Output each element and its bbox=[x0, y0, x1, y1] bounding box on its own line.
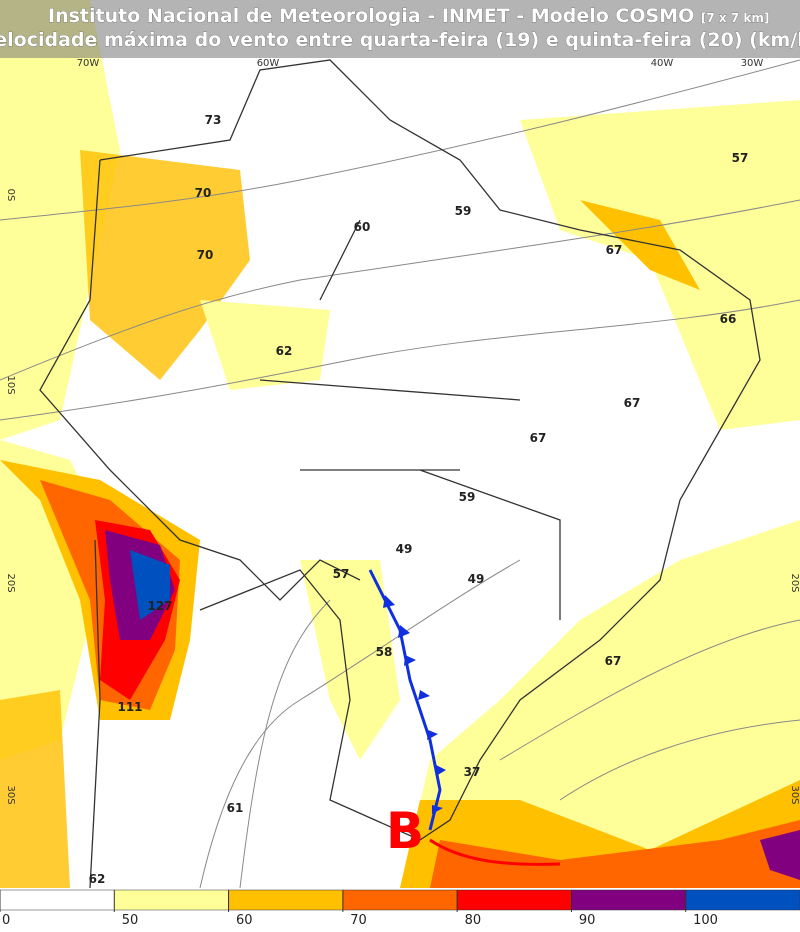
colorbar-segment bbox=[0, 889, 115, 911]
colorbar-segment bbox=[342, 889, 458, 911]
title-text: Instituto Nacional de Meteorologia - INM… bbox=[48, 5, 694, 27]
wind-value-label: 67 bbox=[624, 396, 641, 410]
wind-value-label: 59 bbox=[455, 204, 472, 218]
wind-value-label: 59 bbox=[459, 490, 476, 504]
wind-value-label: 66 bbox=[720, 312, 737, 326]
wind-value-label: 62 bbox=[276, 344, 293, 358]
low-pressure-label: B bbox=[386, 802, 424, 860]
cold-front bbox=[368, 569, 442, 831]
latitude-label: 10S bbox=[5, 375, 16, 394]
header-background bbox=[0, 0, 800, 58]
latitude-label: 20S bbox=[5, 573, 16, 592]
wind-value-label: 49 bbox=[468, 572, 485, 586]
wind-value-label: 111 bbox=[117, 700, 142, 714]
colorbar-tick-label: 0 bbox=[2, 913, 10, 928]
wind-area bbox=[300, 560, 400, 760]
colorbar-tick-label: 50 bbox=[122, 913, 139, 928]
map bbox=[0, 0, 800, 889]
wind-value-label: 67 bbox=[605, 654, 622, 668]
map-labels: 73 70 70 60 59 57 62 67 66 67 67 59 49 49 57 58 67 37 127 1… bbox=[5, 58, 800, 886]
wind-value-label: 67 bbox=[606, 243, 623, 257]
latitude-label: 0S bbox=[5, 189, 16, 202]
wind-value-label: 127 bbox=[147, 599, 172, 613]
wind-area bbox=[760, 830, 800, 880]
colorbar-segment bbox=[571, 889, 686, 911]
colorbar-segment bbox=[456, 889, 572, 911]
wind-value-label: 61 bbox=[227, 801, 244, 815]
warm-front bbox=[429, 838, 561, 866]
longitude-label: 60W bbox=[257, 58, 280, 69]
resolution: [7 x 7 km] bbox=[701, 11, 769, 25]
wind-area bbox=[0, 690, 70, 888]
wind-area bbox=[400, 520, 800, 888]
wind-value-label: 58 bbox=[376, 645, 393, 659]
wind-area bbox=[0, 0, 120, 440]
colorbar-tick-label: 60 bbox=[236, 913, 253, 928]
latitude-label: 30S bbox=[5, 785, 16, 804]
streamlines bbox=[0, 59, 800, 889]
colorbar-tick-label: 70 bbox=[350, 913, 367, 928]
borders bbox=[39, 59, 761, 889]
wind-value-label: 57 bbox=[333, 567, 350, 581]
wind-value-label: 37 bbox=[464, 765, 481, 779]
colorbar-tick-label: 80 bbox=[465, 913, 482, 928]
colorbar-segment bbox=[114, 889, 229, 911]
wind-area bbox=[200, 300, 330, 390]
wind-value-label: 73 bbox=[205, 113, 222, 127]
latitude-label: 30S bbox=[789, 785, 800, 804]
wind-area bbox=[130, 550, 170, 620]
wind-value-label: 57 bbox=[732, 151, 749, 165]
title: Instituto Nacional de Meteorologia - INM… bbox=[48, 5, 769, 27]
longitude-label: 70W bbox=[77, 58, 100, 69]
wind-area bbox=[580, 200, 700, 290]
wind-value-label: 70 bbox=[197, 248, 214, 262]
colorbar: 0 50 60 70 80 90 100 bbox=[0, 889, 800, 928]
wind-value-label: 67 bbox=[530, 431, 547, 445]
latitude-label: 20S bbox=[789, 573, 800, 592]
wind-value-label: 49 bbox=[396, 542, 413, 556]
longitude-label: 40W bbox=[651, 58, 674, 69]
colorbar-segment bbox=[228, 889, 344, 911]
colorbar-tick-label: 100 bbox=[693, 913, 718, 928]
wind-value-label: 62 bbox=[89, 872, 106, 886]
longitude-label: 30W bbox=[741, 58, 764, 69]
colorbar-segment bbox=[685, 889, 800, 911]
front-markers bbox=[383, 595, 446, 814]
wind-area bbox=[430, 820, 800, 888]
subtitle: Velocidade máxima do vento entre quarta-… bbox=[0, 29, 800, 51]
wind-value-label: 60 bbox=[354, 220, 371, 234]
wind-value-label: 70 bbox=[195, 186, 212, 200]
colorbar-tick-label: 90 bbox=[579, 913, 596, 928]
